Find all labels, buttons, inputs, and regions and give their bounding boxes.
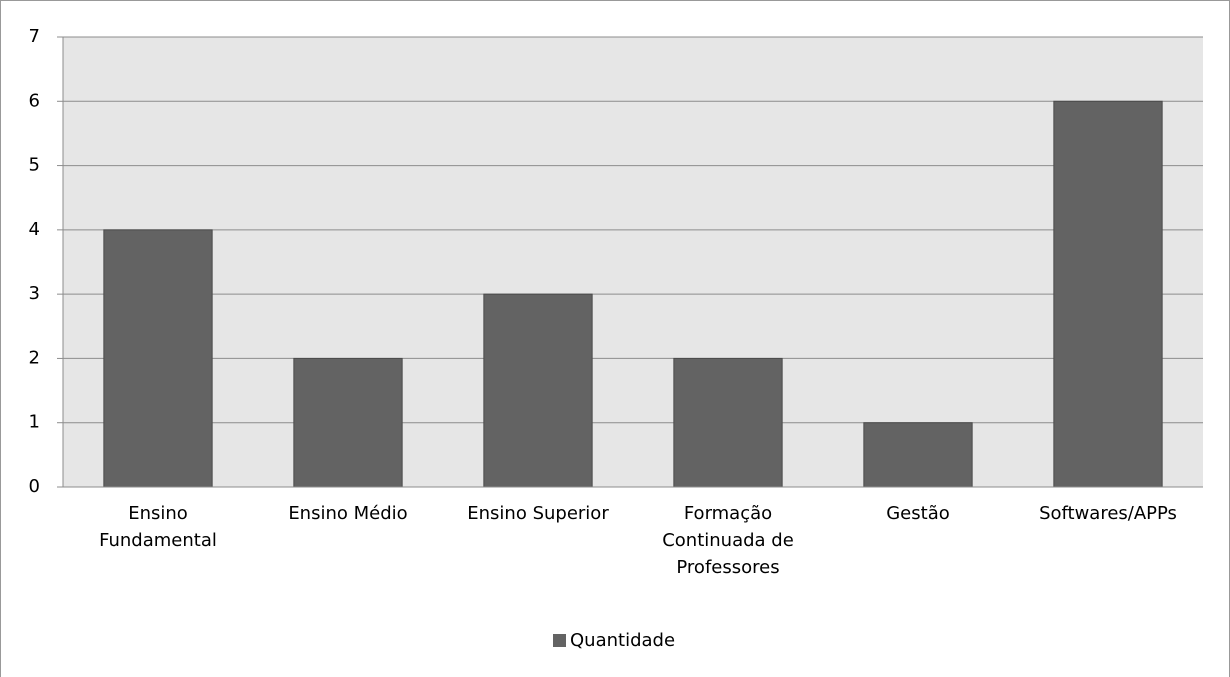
- bar: [103, 229, 213, 488]
- x-tick-label: Gestão: [886, 503, 950, 524]
- y-tick-label: 3: [29, 283, 40, 304]
- bar: [1053, 100, 1163, 488]
- legend-label: Quantidade: [570, 630, 675, 651]
- bar: [293, 357, 403, 488]
- y-tick-label: 7: [29, 26, 40, 47]
- x-tick-label: Ensino Fundamental: [99, 503, 217, 551]
- bar: [673, 357, 783, 488]
- y-tick-label: 5: [29, 155, 40, 176]
- plot-area: [63, 37, 1203, 487]
- x-tick-label: Formação Continuada de Professores: [662, 503, 794, 578]
- y-tick-label: 1: [29, 412, 40, 433]
- legend-swatch: [553, 634, 566, 647]
- y-tick-label: 6: [29, 90, 40, 111]
- y-tick-label: 4: [29, 219, 40, 240]
- x-tick-label: Softwares/APPs: [1039, 503, 1177, 524]
- bar: [483, 293, 593, 488]
- x-tick-label: Ensino Médio: [288, 503, 408, 524]
- y-tick-label: 2: [29, 347, 40, 368]
- y-tick-label: 0: [29, 476, 40, 497]
- bar: [863, 422, 973, 488]
- x-tick-label: Ensino Superior: [467, 503, 609, 524]
